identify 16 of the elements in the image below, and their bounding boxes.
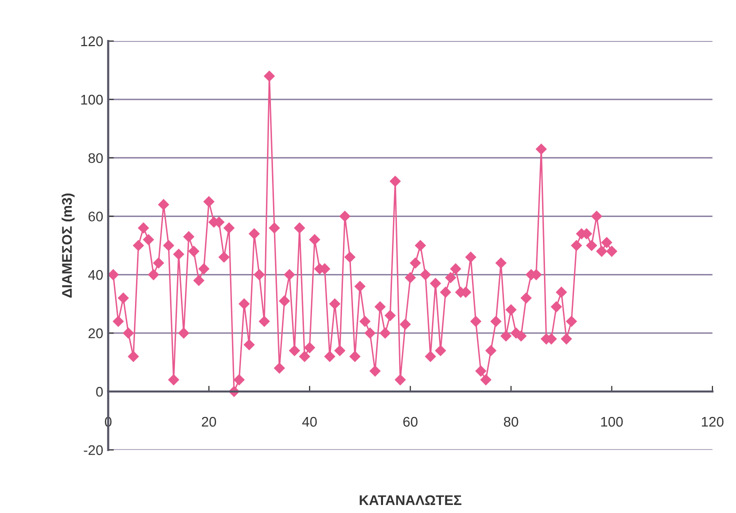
y-tick-label: 120 — [81, 36, 103, 46]
x-axis-title: ΚΑΤΑΝΑΛΩΤΕΣ — [360, 495, 462, 505]
y-axis-title: ΔΙΑΜΕΣΟΣ (m3) — [62, 193, 75, 298]
y-tick-label: 40 — [88, 270, 103, 280]
y-tick-label: 0 — [96, 386, 103, 397]
y-tick-label: 20 — [88, 328, 103, 338]
x-tick-label: 120 — [702, 416, 724, 427]
y-tick-label: -20 — [84, 445, 103, 456]
x-tick-label: 40 — [302, 416, 317, 427]
x-tick-label: 100 — [601, 416, 623, 427]
x-tick-label: 20 — [202, 416, 216, 427]
x-tick-label: 60 — [403, 416, 418, 427]
x-tick-label: 80 — [504, 416, 518, 427]
y-tick-label: 100 — [81, 94, 103, 105]
y-tick-label: 80 — [88, 153, 103, 164]
y-tick-label: 60 — [88, 212, 103, 222]
